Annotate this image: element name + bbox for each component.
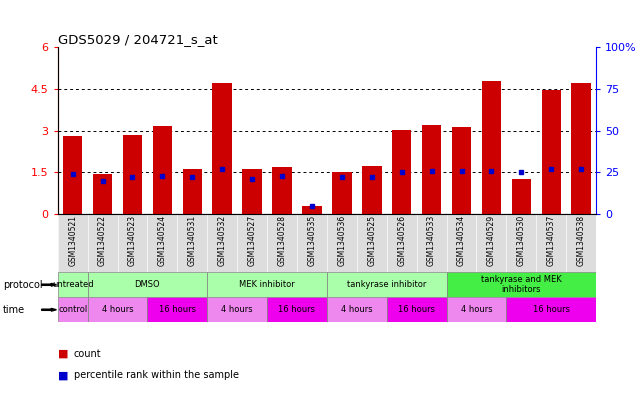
Text: tankyrase inhibitor: tankyrase inhibitor <box>347 280 426 289</box>
Bar <box>506 297 596 322</box>
Text: GSM1340538: GSM1340538 <box>577 215 586 266</box>
Bar <box>88 272 207 297</box>
Text: GSM1340523: GSM1340523 <box>128 215 137 266</box>
Bar <box>542 90 561 214</box>
Text: ■: ■ <box>58 370 68 380</box>
Bar <box>447 272 596 297</box>
Bar <box>267 297 327 322</box>
Bar <box>392 130 412 214</box>
Text: GSM1340533: GSM1340533 <box>427 215 436 266</box>
Bar <box>93 174 112 214</box>
Bar <box>272 167 292 214</box>
Text: 16 hours: 16 hours <box>159 305 196 314</box>
Text: ■: ■ <box>58 349 68 359</box>
Bar <box>447 297 506 322</box>
Text: GSM1340532: GSM1340532 <box>218 215 227 266</box>
Bar <box>362 166 381 214</box>
Text: GSM1340529: GSM1340529 <box>487 215 496 266</box>
Bar <box>387 297 447 322</box>
Text: GSM1340531: GSM1340531 <box>188 215 197 266</box>
Text: GSM1340524: GSM1340524 <box>158 215 167 266</box>
Bar <box>153 127 172 214</box>
Text: percentile rank within the sample: percentile rank within the sample <box>74 370 238 380</box>
Bar <box>327 272 447 297</box>
Bar <box>147 297 207 322</box>
Text: GSM1340521: GSM1340521 <box>68 215 77 266</box>
Text: GSM1340527: GSM1340527 <box>247 215 256 266</box>
Text: protocol: protocol <box>3 280 43 290</box>
Text: GSM1340526: GSM1340526 <box>397 215 406 266</box>
Bar <box>207 272 327 297</box>
Bar <box>303 206 322 214</box>
Text: GDS5029 / 204721_s_at: GDS5029 / 204721_s_at <box>58 33 217 46</box>
Text: 16 hours: 16 hours <box>278 305 315 314</box>
Text: GSM1340537: GSM1340537 <box>547 215 556 266</box>
Bar <box>512 179 531 214</box>
Bar <box>183 169 202 214</box>
Text: 4 hours: 4 hours <box>102 305 133 314</box>
Bar <box>422 125 441 214</box>
Text: untreated: untreated <box>52 280 94 289</box>
Text: 4 hours: 4 hours <box>341 305 372 314</box>
Text: 4 hours: 4 hours <box>461 305 492 314</box>
Bar <box>63 136 82 214</box>
Bar <box>212 83 232 214</box>
Bar <box>88 297 147 322</box>
Text: GSM1340534: GSM1340534 <box>457 215 466 266</box>
Bar <box>327 297 387 322</box>
Bar <box>452 127 471 214</box>
Text: MEK inhibitor: MEK inhibitor <box>239 280 295 289</box>
Text: GSM1340530: GSM1340530 <box>517 215 526 266</box>
Bar <box>123 135 142 214</box>
Text: GSM1340525: GSM1340525 <box>367 215 376 266</box>
Bar <box>207 297 267 322</box>
Text: GSM1340535: GSM1340535 <box>308 215 317 266</box>
Text: DMSO: DMSO <box>135 280 160 289</box>
Text: GSM1340528: GSM1340528 <box>278 215 287 266</box>
Bar <box>572 83 591 214</box>
Text: count: count <box>74 349 101 359</box>
Text: 4 hours: 4 hours <box>221 305 253 314</box>
Text: 16 hours: 16 hours <box>533 305 570 314</box>
Bar <box>332 172 351 214</box>
Bar <box>58 297 88 322</box>
Text: control: control <box>58 305 87 314</box>
Text: GSM1340536: GSM1340536 <box>337 215 346 266</box>
Text: tankyrase and MEK
inhibitors: tankyrase and MEK inhibitors <box>481 275 562 294</box>
Text: GSM1340522: GSM1340522 <box>98 215 107 266</box>
Text: 16 hours: 16 hours <box>398 305 435 314</box>
Bar <box>58 272 88 297</box>
Bar <box>242 169 262 214</box>
Text: time: time <box>3 305 26 315</box>
Bar <box>482 81 501 214</box>
